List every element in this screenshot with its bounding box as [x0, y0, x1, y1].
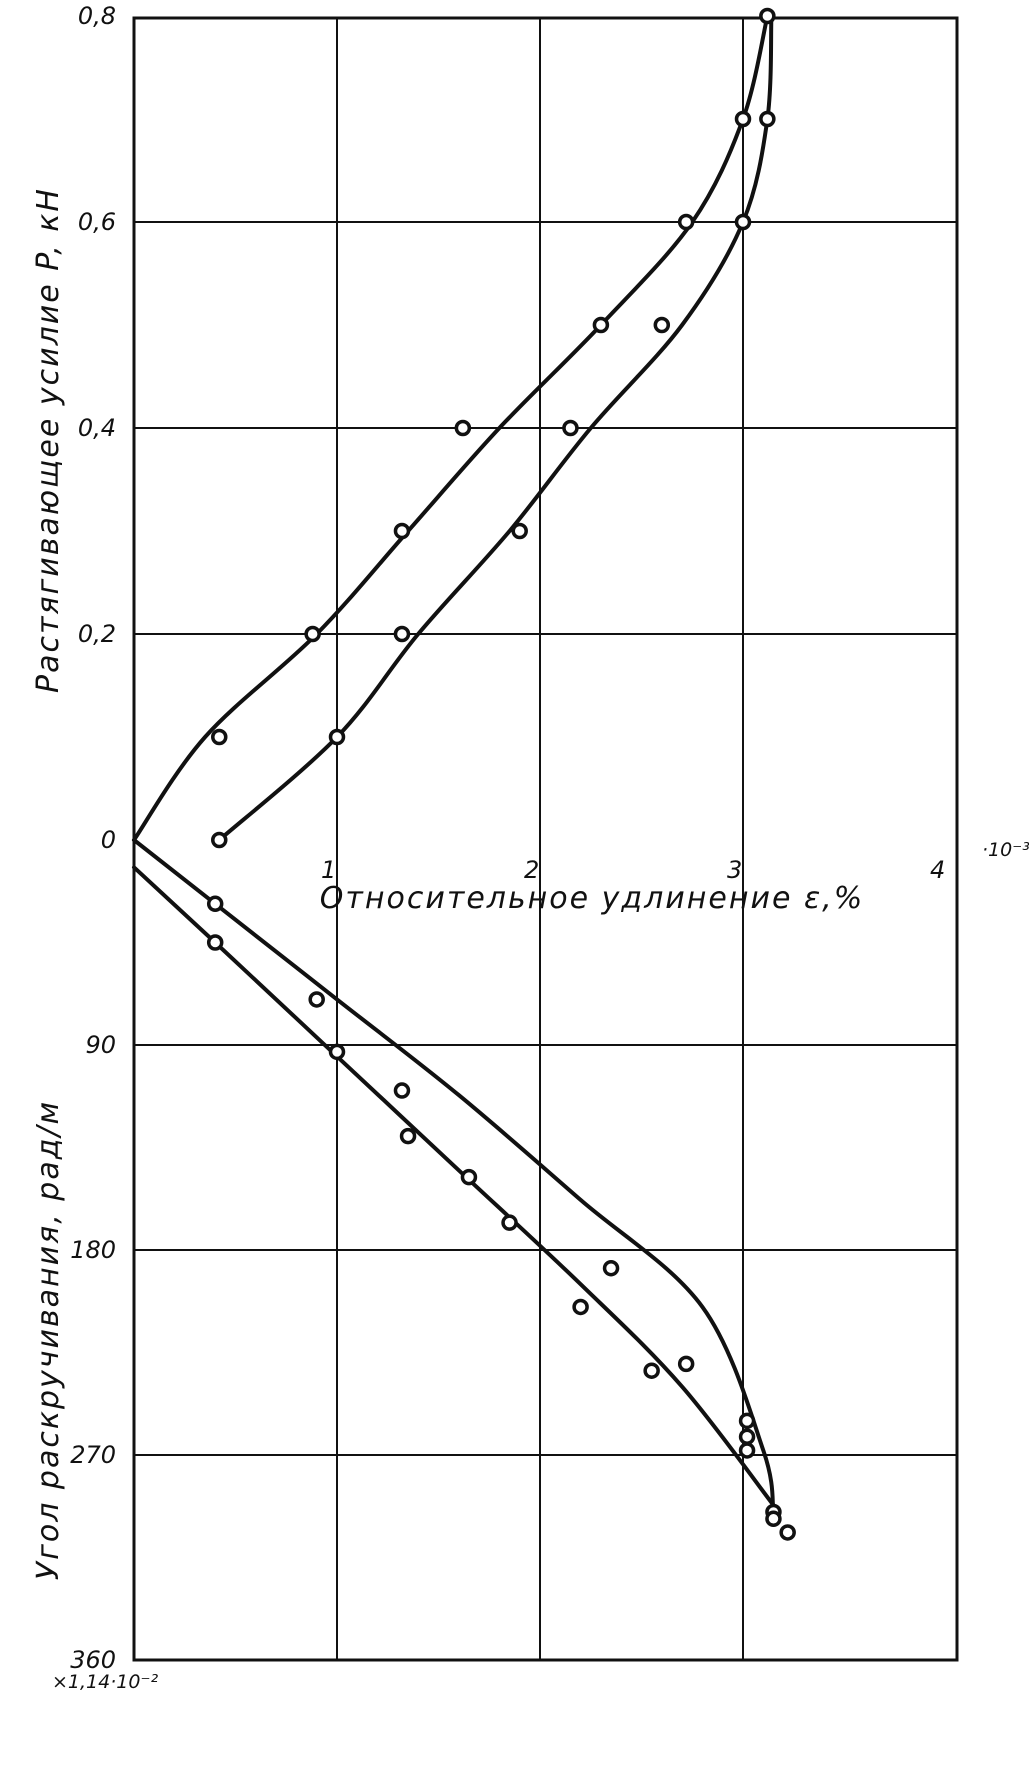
data-markers — [206, 7, 796, 1541]
data-curves — [132, 14, 776, 1514]
top-series-1-point — [592, 316, 610, 334]
top-series-1-point — [759, 7, 776, 25]
top-series-2-point — [328, 728, 346, 746]
x-tick-label: 1 — [321, 856, 336, 884]
bottom-series-1-point — [738, 1428, 756, 1446]
chart-frame — [132, 16, 959, 1662]
x-tick-label: 2 — [524, 856, 539, 884]
top-y-tick-label: 0,8 — [78, 2, 116, 30]
top-series-2-point — [653, 316, 671, 334]
bottom-series-2-line — [132, 865, 776, 1508]
bottom-series-2-point — [779, 1524, 796, 1541]
top-y-tick-label: 0,6 — [78, 208, 116, 236]
top-series-1-point — [304, 625, 321, 643]
bottom-series-2-point — [328, 1043, 346, 1061]
top-series-2-point — [511, 522, 528, 540]
bottom-series-2-point — [572, 1298, 589, 1316]
bottom-series-1-point — [308, 991, 325, 1008]
bottom-series-2-point — [460, 1168, 478, 1186]
y-factor-label: ×1,14·10⁻² — [52, 1671, 158, 1693]
bottom-y-tick-label: 360 — [70, 1646, 116, 1674]
top-series-2-point — [734, 213, 752, 231]
top-series-2-point — [393, 625, 411, 643]
bottom-series-2-point — [399, 1127, 417, 1145]
bottom-series-1-point — [393, 1082, 411, 1099]
tick-labels: 1 2 3 4 0 0,2 0,4 0,6 0,8 90 180 270 360 — [70, 2, 945, 1674]
top-series-1-point — [734, 110, 752, 128]
x-exponent-label: ·10⁻³ — [982, 839, 1029, 861]
top-series-1-point — [677, 213, 695, 231]
top-series-2-point — [211, 831, 228, 849]
top-y-tick-label: 0 — [101, 826, 116, 854]
top-x-axis-title: Относительное удлинение ε,% — [320, 881, 864, 916]
top-series-1-point — [454, 419, 472, 437]
bottom-series-1-point — [602, 1259, 620, 1277]
bottom-series-1-line — [132, 838, 776, 1514]
top-series-2-line — [217, 14, 774, 842]
bottom-y-axis-title: Угол раскручивания, рад/м — [31, 1100, 66, 1580]
top-series-1-point — [211, 728, 228, 746]
top-series-1-point — [393, 522, 411, 540]
bottom-series-2-point — [765, 1510, 782, 1528]
bottom-y-tick-label: 180 — [70, 1236, 116, 1264]
top-y-axis-title: Растягивающее усилие P, кН — [31, 187, 66, 693]
bottom-series-1-point — [677, 1355, 695, 1373]
bottom-y-tick-label: 90 — [85, 1031, 116, 1059]
top-series-2-point — [562, 419, 579, 437]
bottom-y-tick-label: 270 — [70, 1441, 116, 1469]
top-y-tick-label: 0,4 — [78, 414, 116, 442]
top-y-tick-label: 0,2 — [78, 620, 116, 648]
x-tick-label: 3 — [727, 856, 742, 884]
top-series-2-point — [759, 110, 776, 128]
bottom-series-1-point — [206, 895, 224, 913]
bottom-series-2-point — [643, 1362, 660, 1379]
bottom-series-1-point — [738, 1412, 756, 1430]
grid-lines — [134, 18, 957, 1660]
top-series-1-line — [132, 14, 770, 842]
bottom-series-1-point — [501, 1214, 518, 1231]
bottom-series-1-point — [738, 1442, 756, 1459]
x-tick-label: 4 — [930, 856, 945, 884]
bottom-series-2-point — [206, 934, 224, 951]
